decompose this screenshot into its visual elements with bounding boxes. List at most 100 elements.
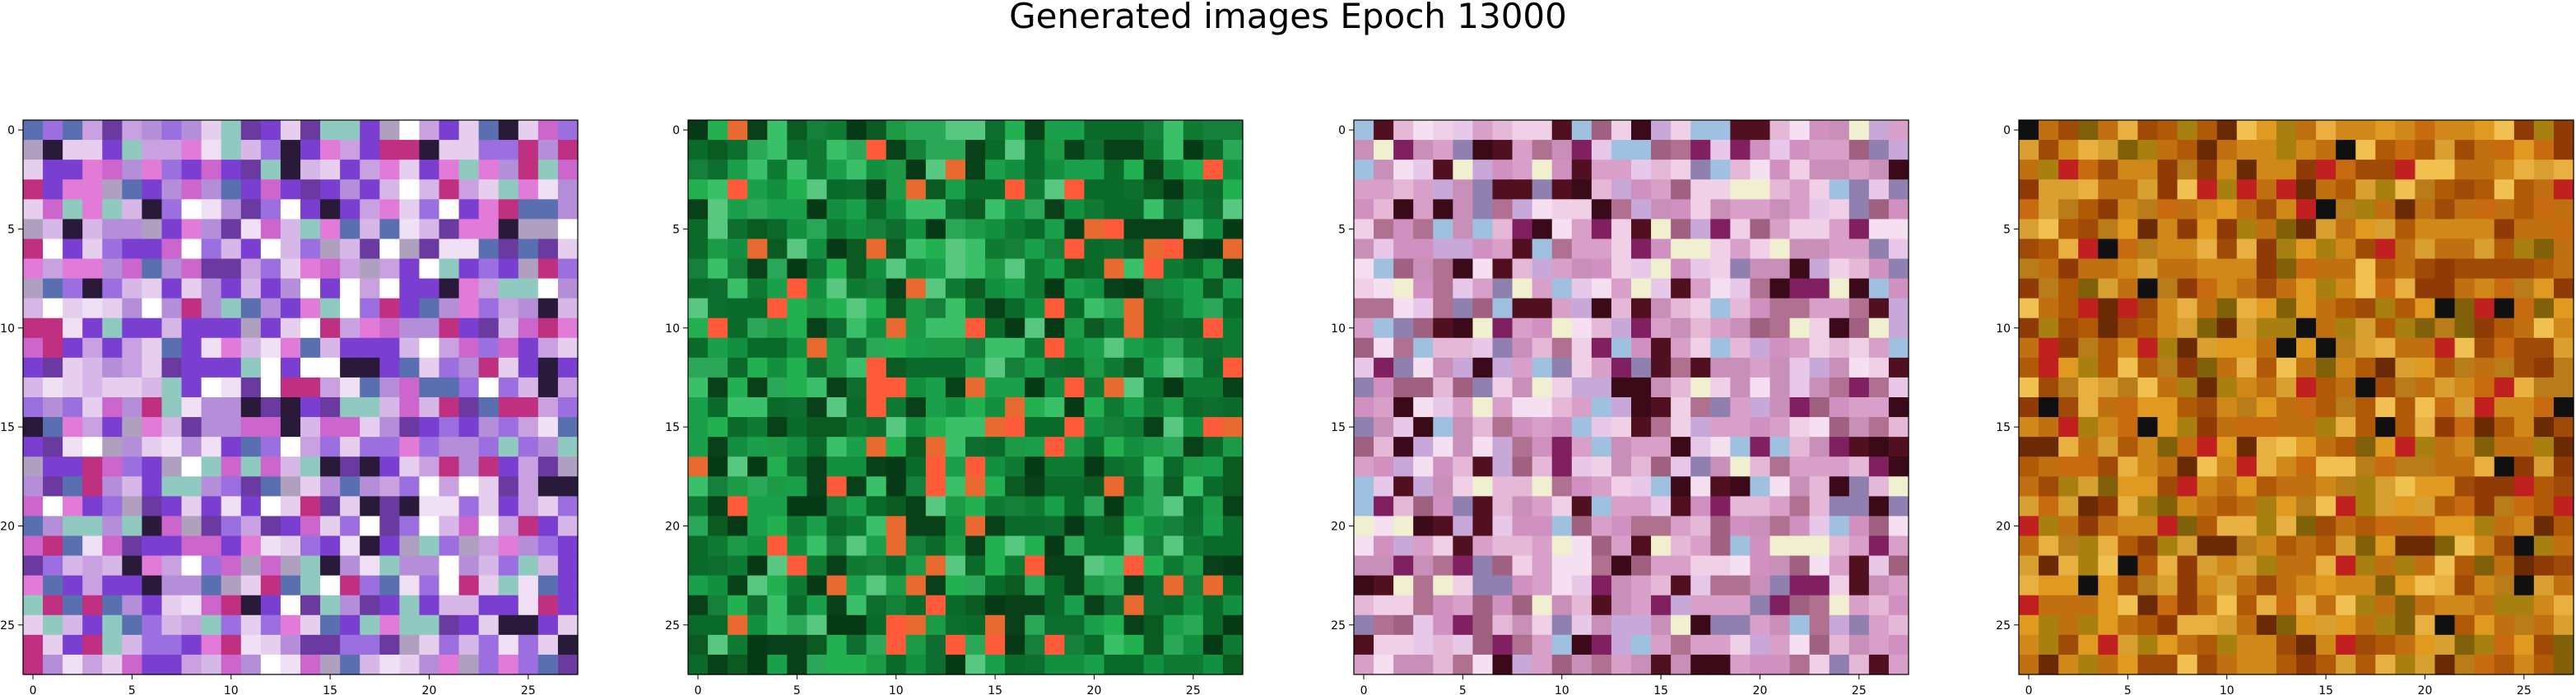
pixel-cell [1044,654,1065,675]
pixel-cell [360,317,380,339]
pixel-cell [747,239,768,260]
pixel-cell [300,575,321,596]
pixel-cell [1551,555,1573,577]
pixel-cell [787,160,808,180]
pixel-cell [1374,634,1394,656]
pixel-cell [787,516,808,537]
pixel-cell [1591,516,1612,537]
pixel-cell [280,357,301,378]
pixel-cell [557,555,579,577]
y-tick-label: 0 [1338,124,1346,137]
pixel-cell [43,160,63,180]
pixel-cell [866,496,887,517]
pixel-cell [728,516,748,537]
pixel-cell [280,437,301,457]
pixel-cell [1005,575,1025,596]
pixel-cell [787,535,808,557]
pixel-cell [2137,337,2159,359]
pixel-cell [181,595,202,616]
pixel-cell [866,476,887,497]
pixel-cell [985,496,1006,517]
pixel-cell [2039,456,2059,477]
pixel-cell [1848,179,1870,200]
pixel-cell [2513,199,2535,220]
pixel-cell [1005,199,1025,220]
pixel-cell [1433,437,1453,457]
pixel-cell [1413,437,1434,457]
pixel-cell [2454,140,2476,160]
pixel-cell [63,140,83,160]
pixel-cell [846,377,867,398]
pixel-cell [360,634,380,656]
pixel-cell [1202,278,1224,299]
pixel-cell [2355,476,2376,497]
pixel-cell [23,337,44,359]
pixel-cell [767,476,788,497]
pixel-cell [2454,377,2476,398]
pixel-cell [1571,397,1593,418]
pixel-cell [557,634,579,656]
pixel-cell [1789,377,1811,398]
y-tick-label: 25 [1996,619,2011,632]
pixel-cell [2137,317,2159,339]
pixel-cell [1104,120,1125,141]
pixel-cell [1532,357,1553,378]
pixel-cell [260,337,281,359]
pixel-cell [728,179,748,200]
pixel-cell [1492,179,1514,200]
pixel-cell [2336,476,2356,497]
pixel-cell [2256,377,2277,398]
pixel-cell [2177,179,2198,200]
pixel-cell [1222,239,1244,260]
pixel-cell [1809,377,1830,398]
pixel-cell [688,258,709,280]
pixel-cell [2019,258,2039,280]
pixel-cell [478,555,500,577]
pixel-cell [63,337,83,359]
pixel-cell [63,496,83,517]
pixel-cell [161,516,183,537]
pixel-cell [925,614,946,636]
pixel-cell [2098,317,2118,339]
pixel-cell [2494,278,2515,299]
pixel-cell [340,456,360,477]
pixel-cell [2157,476,2178,497]
pixel-cell [728,160,748,180]
pixel-cell [63,179,83,200]
pixel-cell [1868,120,1890,141]
x-tick-label: 25 [2517,684,2532,695]
pixel-cell [2256,417,2277,438]
pixel-cell [122,456,143,477]
pixel-cell [260,614,281,636]
pixel-cell [2553,437,2574,457]
pixel-cell [1631,634,1652,656]
pixel-cell [340,219,360,240]
x-tick-label: 20 [1753,684,1768,695]
pixel-cell [1730,179,1751,200]
pixel-cell [419,614,440,636]
pixel-cell [2355,199,2376,220]
pixel-cell [2216,496,2238,517]
pixel-cell [2118,437,2139,457]
pixel-cell [161,219,183,240]
pixel-cell [2137,298,2159,319]
pixel-grid [23,120,579,675]
pixel-cell [1631,535,1652,557]
pixel-cell [2236,317,2257,339]
pixel-cell [2375,634,2396,656]
pixel-cell [1354,634,1374,656]
pixel-cell [2276,317,2297,339]
pixel-cell [498,317,519,339]
pixel-cell [1789,160,1811,180]
pixel-cell [1084,140,1105,160]
pixel-cell [688,317,709,339]
pixel-cell [905,357,927,378]
pixel-cell [846,317,867,339]
pixel-cell [866,160,887,180]
pixel-cell [925,516,946,537]
pixel-cell [23,417,44,438]
pixel-cell [201,496,222,517]
pixel-cell [925,357,946,378]
pixel-cell [399,337,421,359]
pixel-cell [320,476,341,497]
